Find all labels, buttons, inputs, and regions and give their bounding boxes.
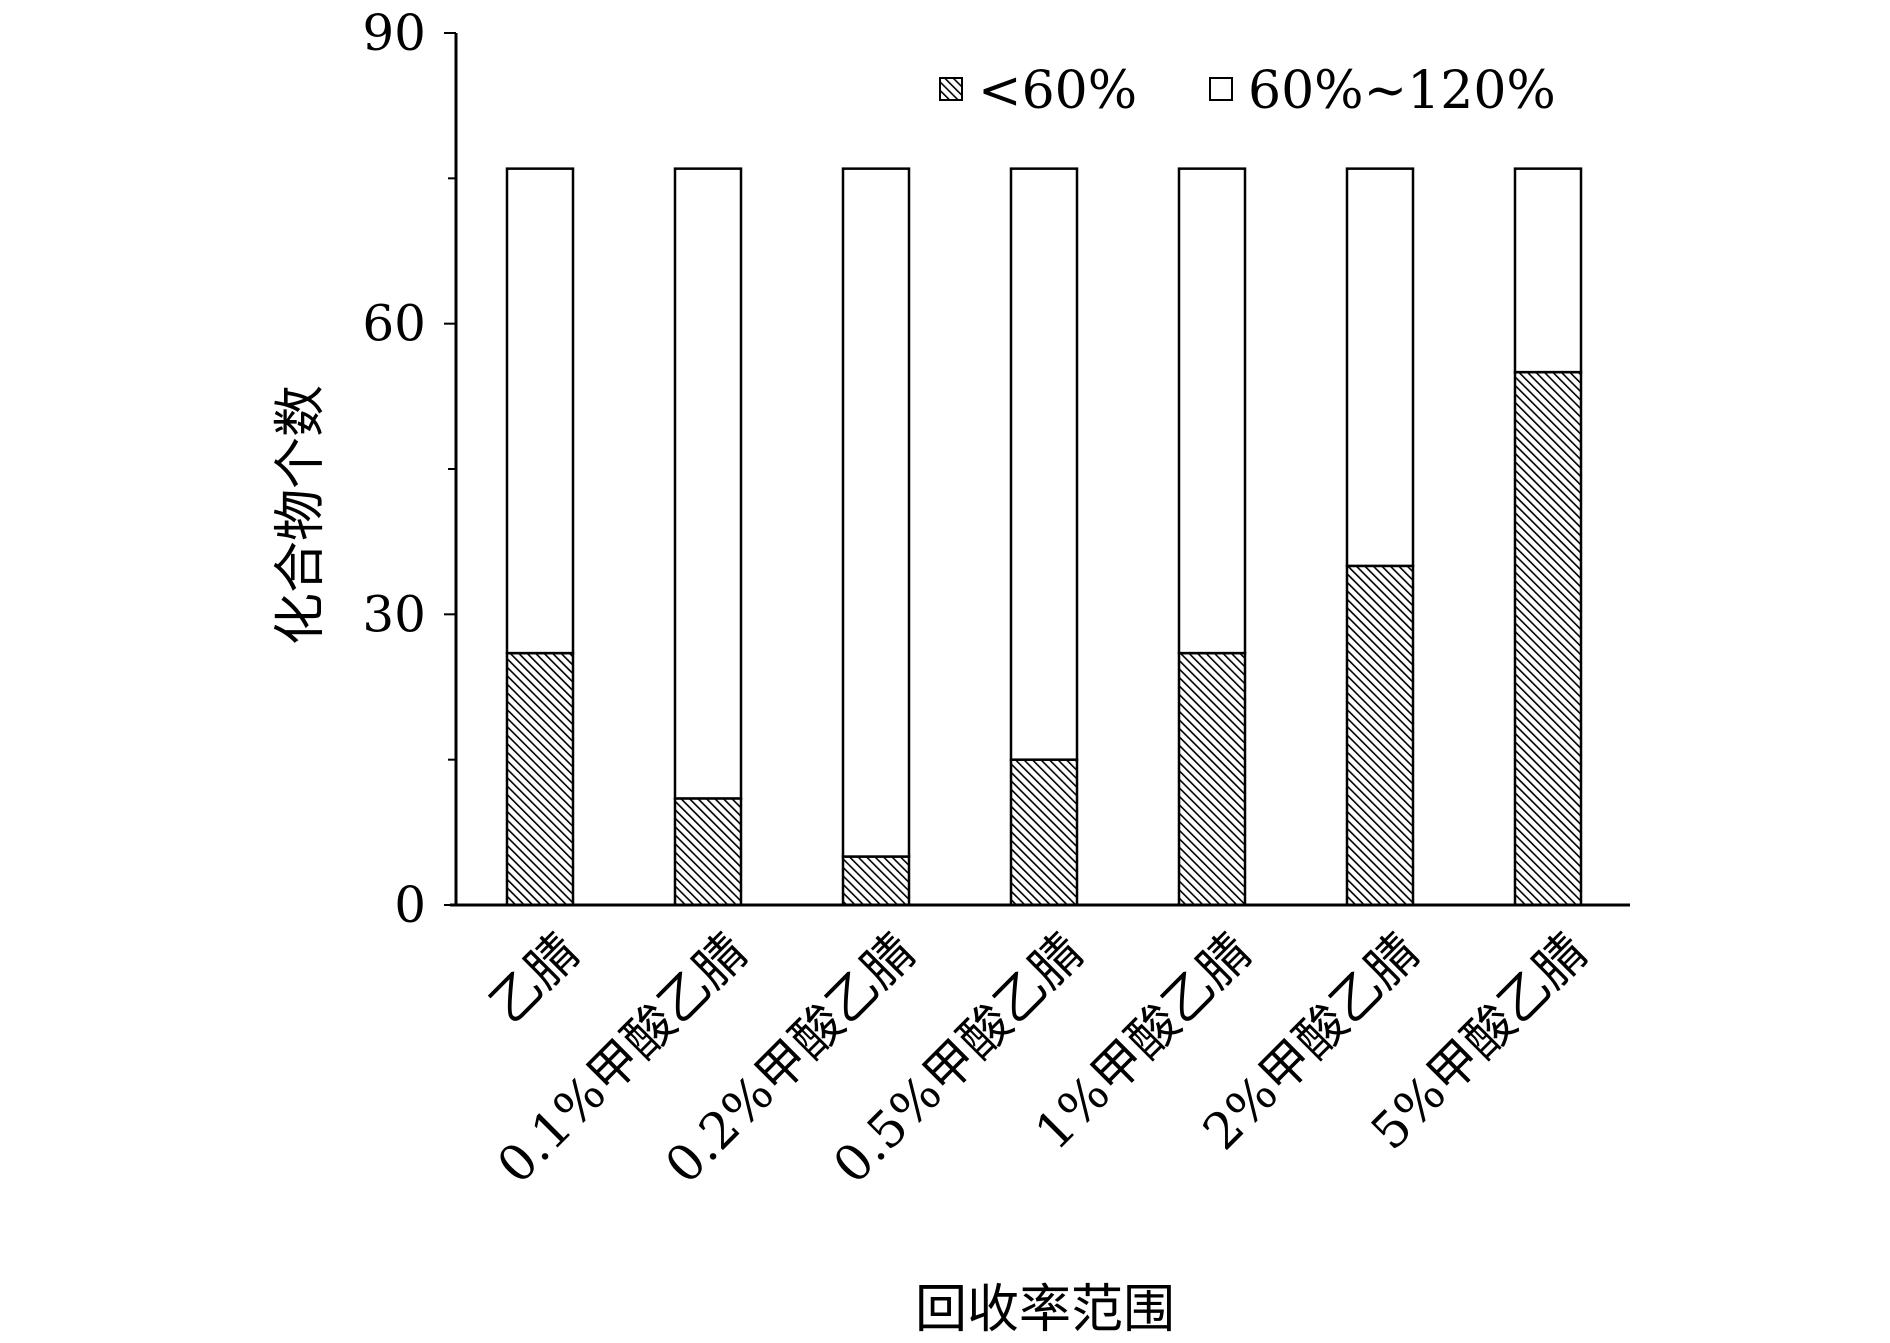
x-tick-label: 乙腈 (479, 922, 591, 1034)
bar-segment-60-120 (841, 167, 911, 858)
bar-segment-below-60 (505, 651, 575, 907)
bar-segment-below-60 (841, 855, 911, 907)
bar-segment-below-60 (1345, 564, 1415, 907)
bar-segment-60-120 (1513, 167, 1583, 374)
bars-group (505, 167, 1583, 907)
x-axis-title: 回收率范围 (915, 1280, 1175, 1340)
bar-segment-60-120 (1177, 167, 1247, 655)
legend-swatch-60-120 (1209, 77, 1233, 101)
y-tick-label: 90 (362, 4, 426, 62)
y-tick-label: 0 (394, 876, 426, 934)
legend-label-60-120: 60%~120% (1248, 61, 1556, 121)
bar-segment-below-60 (1009, 758, 1079, 907)
y-axis-title: 化合物个数 (271, 385, 331, 645)
y-tick-label: 30 (362, 585, 426, 643)
legend-swatch-below-60 (939, 77, 963, 101)
bar-segment-60-120 (1009, 167, 1079, 761)
bar-segment-below-60 (1177, 651, 1247, 907)
bar-segment-60-120 (505, 167, 575, 655)
y-ticks-group: 0 30 60 90 (362, 4, 456, 934)
bar-segment-60-120 (673, 167, 743, 800)
bar-segment-below-60 (1513, 370, 1583, 907)
y-tick-label: 60 (362, 295, 426, 353)
bar-segment-below-60 (673, 797, 743, 907)
bar-segment-60-120 (1345, 167, 1415, 568)
x-labels-group: 乙腈0.1%甲酸乙腈0.2%甲酸乙腈0.5%甲酸乙腈1%甲酸乙腈2%甲酸乙腈5%… (479, 922, 1599, 1194)
legend-label-below-60: <60% (978, 61, 1137, 121)
legend: <60% 60%~120% (939, 61, 1556, 121)
